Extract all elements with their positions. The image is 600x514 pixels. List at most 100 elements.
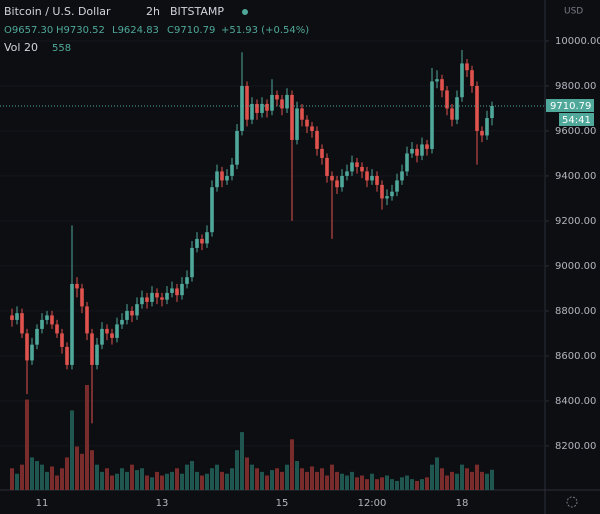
- y-tick-label: 9400.00: [555, 171, 596, 182]
- settings-gear[interactable]: [566, 496, 578, 508]
- status-dot: [242, 9, 248, 15]
- countdown-label: 54:41: [562, 115, 591, 126]
- candle-body: [450, 108, 454, 120]
- y-tick-label: 9200.00: [555, 216, 596, 227]
- volume-bar: [370, 473, 374, 490]
- volume-bar: [310, 466, 314, 490]
- x-tick-label: 11: [36, 498, 49, 509]
- candle-body: [375, 175, 379, 185]
- volume-bar: [180, 473, 184, 490]
- volume-label: Vol 20: [4, 41, 38, 54]
- volume-bar: [360, 475, 364, 490]
- volume-bar: [45, 471, 49, 490]
- volume-bar: [425, 477, 429, 490]
- volume-bar: [440, 468, 444, 490]
- candle-body: [455, 97, 459, 120]
- candle-body: [210, 187, 214, 233]
- candle-body: [400, 171, 404, 181]
- candle-body: [85, 306, 89, 334]
- y-tick-label: 9000.00: [555, 261, 596, 272]
- candle-body: [340, 175, 344, 188]
- candle-body: [390, 191, 394, 197]
- last-price-box: [546, 99, 594, 113]
- volume-bar: [285, 464, 289, 490]
- candle-body: [245, 85, 249, 120]
- candle-body: [440, 79, 444, 91]
- candle-body: [100, 328, 104, 345]
- settings-icon[interactable]: [566, 496, 578, 508]
- volume-bar: [340, 473, 344, 490]
- candle-body: [55, 324, 59, 334]
- candle-body: [335, 180, 339, 188]
- volume-bar: [355, 477, 359, 490]
- candle-body: [10, 315, 14, 320]
- candle-body: [145, 297, 149, 302]
- volume-bar: [160, 475, 164, 490]
- candle-body: [280, 99, 284, 109]
- volume-bar: [30, 457, 34, 490]
- candle-body: [255, 103, 259, 113]
- volume-bar: [210, 468, 214, 490]
- volume-bar: [235, 450, 239, 490]
- candle-body: [90, 333, 94, 365]
- volume-bar: [335, 471, 339, 490]
- candle-body: [75, 283, 79, 289]
- volume-bar: [70, 410, 74, 490]
- candle-body: [370, 175, 374, 181]
- volume-bar: [400, 477, 404, 490]
- y-tick-label: 10000.00: [555, 36, 600, 47]
- candle-body: [435, 79, 439, 82]
- y-tick-label: 9800.00: [555, 81, 596, 92]
- candle-body: [160, 297, 164, 300]
- candle-body: [290, 94, 294, 140]
- volume-bar: [115, 473, 119, 490]
- volume-bar: [190, 461, 194, 490]
- candle-body: [65, 346, 69, 365]
- candle-body: [360, 166, 364, 172]
- candle-body: [300, 108, 304, 120]
- candle-body: [135, 304, 139, 316]
- interval: 2h: [146, 5, 160, 18]
- volume-bar: [205, 473, 209, 490]
- candle-body: [50, 315, 54, 325]
- candle-body: [485, 118, 489, 136]
- candle-body: [235, 130, 239, 165]
- candle-body: [415, 148, 419, 156]
- volume-bar: [375, 479, 379, 490]
- candle-body: [140, 297, 144, 305]
- candle-body: [410, 148, 414, 154]
- candle-body: [185, 277, 189, 284]
- volume-bar: [105, 468, 109, 490]
- candle-body: [60, 333, 64, 347]
- candle-body: [315, 130, 319, 149]
- volume-bar: [405, 475, 409, 490]
- candle-body: [425, 144, 429, 149]
- candle-body: [345, 171, 349, 176]
- candle-body: [190, 247, 194, 278]
- volume-bar: [155, 471, 159, 490]
- candle-body: [475, 85, 479, 131]
- candle-body: [270, 94, 274, 111]
- volume-bar: [165, 473, 169, 490]
- candle-body: [330, 175, 334, 181]
- volume-bar: [90, 450, 94, 490]
- candle-body: [275, 94, 279, 100]
- volume-bar: [460, 464, 464, 490]
- volume-bar: [185, 464, 189, 490]
- ohlc-low: L9624.83: [112, 25, 159, 36]
- volume-bar: [280, 471, 284, 490]
- candle-body: [125, 310, 129, 320]
- currency: USD: [564, 7, 583, 17]
- x-tick-label: 18: [456, 498, 469, 509]
- volume-bar: [330, 464, 334, 490]
- last-price-label: 9710.79: [550, 101, 591, 112]
- candle-body: [195, 238, 199, 248]
- volume-bar: [25, 399, 29, 490]
- volume-bar: [485, 473, 489, 490]
- volume-bar: [240, 432, 244, 490]
- volume-bar: [245, 457, 249, 490]
- volume-bar: [295, 461, 299, 490]
- volume-value: 558: [52, 43, 71, 54]
- candle-body: [460, 63, 464, 98]
- candle-body: [205, 232, 209, 244]
